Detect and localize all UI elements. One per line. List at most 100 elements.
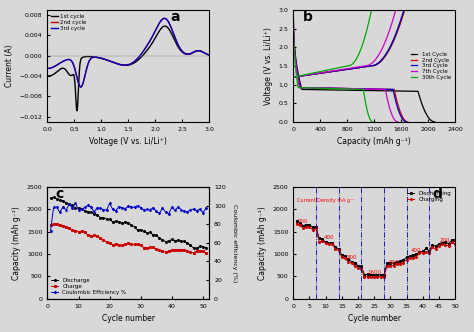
Charging bbox=[404, 258, 410, 262]
Discharging bbox=[443, 240, 448, 244]
Discharging bbox=[413, 252, 419, 256]
Discharging bbox=[378, 273, 383, 277]
Discharging bbox=[352, 261, 357, 265]
Charging bbox=[439, 242, 445, 246]
30th Cycle bbox=[338, 65, 344, 69]
1st Cycle bbox=[375, 62, 381, 66]
Charging bbox=[310, 228, 316, 232]
Legend: 1st cycle, 2nd cycle, 3rd cycle: 1st cycle, 2nd cycle, 3rd cycle bbox=[50, 13, 88, 32]
Discharging bbox=[433, 244, 438, 248]
30th Cycle bbox=[295, 74, 301, 78]
30th Cycle bbox=[358, 48, 364, 52]
2nd cycle bbox=[78, 85, 84, 89]
Charge bbox=[191, 251, 196, 255]
Discharging bbox=[374, 273, 380, 277]
Charging bbox=[342, 256, 348, 260]
Discharge bbox=[163, 240, 168, 244]
1st Cycle bbox=[401, 8, 407, 12]
Discharging bbox=[439, 241, 445, 245]
1st cycle bbox=[119, 63, 125, 67]
Discharge bbox=[98, 215, 103, 219]
Legend: 1st Cycle, 2nd Cycle, 3rd Cycle, 7th Cycle, 30th Cycle: 1st Cycle, 2nd Cycle, 3rd Cycle, 7th Cyc… bbox=[410, 51, 452, 81]
Line: Discharge: Discharge bbox=[50, 197, 207, 249]
Y-axis label: Current (A): Current (A) bbox=[5, 44, 14, 87]
Charging bbox=[436, 244, 442, 248]
Charging bbox=[326, 242, 332, 246]
2nd Cycle bbox=[361, 65, 367, 69]
Line: 1st cycle: 1st cycle bbox=[47, 26, 209, 111]
Discharging bbox=[323, 240, 328, 244]
Y-axis label: Voltage (V vs. Li/Li⁺): Voltage (V vs. Li/Li⁺) bbox=[264, 27, 273, 105]
3rd cycle bbox=[53, 64, 58, 68]
Y-axis label: Capacity (mAh g⁻¹): Capacity (mAh g⁻¹) bbox=[258, 206, 267, 280]
Discharging bbox=[387, 261, 393, 265]
7th Cycle bbox=[368, 62, 374, 66]
Coulombic Efficiency % bbox=[48, 229, 54, 233]
Discharging bbox=[329, 241, 335, 245]
Discharge bbox=[194, 246, 200, 250]
Text: 400: 400 bbox=[411, 248, 421, 253]
Charging bbox=[365, 275, 371, 279]
3rd cycle bbox=[172, 36, 178, 40]
2nd cycle bbox=[53, 64, 58, 68]
Charging bbox=[358, 267, 364, 271]
Coulombic Efficiency % bbox=[203, 206, 209, 210]
Charge bbox=[51, 222, 56, 226]
1st Cycle bbox=[386, 48, 392, 52]
Discharging bbox=[319, 237, 325, 241]
Discharge bbox=[85, 210, 91, 214]
Charging bbox=[349, 261, 355, 265]
Discharge bbox=[100, 216, 106, 220]
Discharging bbox=[316, 236, 322, 240]
7th Cycle bbox=[353, 65, 358, 69]
2nd cycle bbox=[206, 53, 212, 57]
Charging bbox=[429, 245, 435, 249]
Charging bbox=[433, 247, 438, 251]
X-axis label: Cycle number: Cycle number bbox=[102, 314, 155, 323]
Charging bbox=[346, 260, 351, 264]
Text: d: d bbox=[432, 187, 442, 201]
Y-axis label: Capacity (mAh g⁻¹): Capacity (mAh g⁻¹) bbox=[12, 206, 21, 280]
Discharging bbox=[358, 264, 364, 268]
2nd Cycle bbox=[291, 75, 296, 79]
Coulombic Efficiency % bbox=[154, 209, 159, 213]
Charging bbox=[417, 251, 422, 255]
Discharging bbox=[339, 253, 345, 257]
1st Cycle bbox=[355, 66, 361, 70]
X-axis label: Capacity (mAh g⁻¹): Capacity (mAh g⁻¹) bbox=[337, 137, 411, 146]
Discharging bbox=[394, 260, 400, 264]
Charging bbox=[407, 256, 412, 260]
Charging bbox=[426, 251, 432, 255]
Charging bbox=[307, 224, 312, 228]
7th Cycle bbox=[291, 75, 296, 79]
Charging bbox=[303, 225, 309, 229]
Charging bbox=[384, 264, 390, 268]
Charge bbox=[203, 251, 209, 255]
Charging bbox=[446, 244, 451, 248]
Discharging bbox=[332, 245, 338, 249]
Charging bbox=[362, 275, 367, 279]
Discharging bbox=[297, 221, 302, 225]
3rd cycle bbox=[78, 85, 84, 89]
Y-axis label: Coulombic efficiency (%): Coulombic efficiency (%) bbox=[232, 204, 237, 282]
3rd cycle bbox=[119, 63, 125, 67]
Discharge bbox=[154, 233, 159, 237]
Charging bbox=[294, 222, 300, 226]
Charging bbox=[316, 240, 322, 244]
2nd cycle bbox=[172, 36, 178, 40]
Discharge bbox=[48, 196, 54, 200]
Charging bbox=[391, 264, 396, 268]
1st cycle bbox=[53, 71, 58, 75]
Legend: Discharge, Charge, Coulombic Efficiency %: Discharge, Charge, Coulombic Efficiency … bbox=[50, 277, 128, 296]
2nd cycle bbox=[202, 51, 208, 55]
3rd cycle bbox=[162, 16, 167, 20]
Discharging bbox=[310, 225, 316, 229]
Discharging bbox=[423, 246, 429, 250]
1st cycle bbox=[123, 63, 129, 67]
Discharging bbox=[346, 257, 351, 261]
Discharging bbox=[365, 273, 371, 277]
1st cycle bbox=[74, 109, 80, 113]
Charging bbox=[452, 242, 458, 246]
Line: Discharging: Discharging bbox=[296, 221, 456, 276]
3rd cycle bbox=[123, 63, 129, 67]
